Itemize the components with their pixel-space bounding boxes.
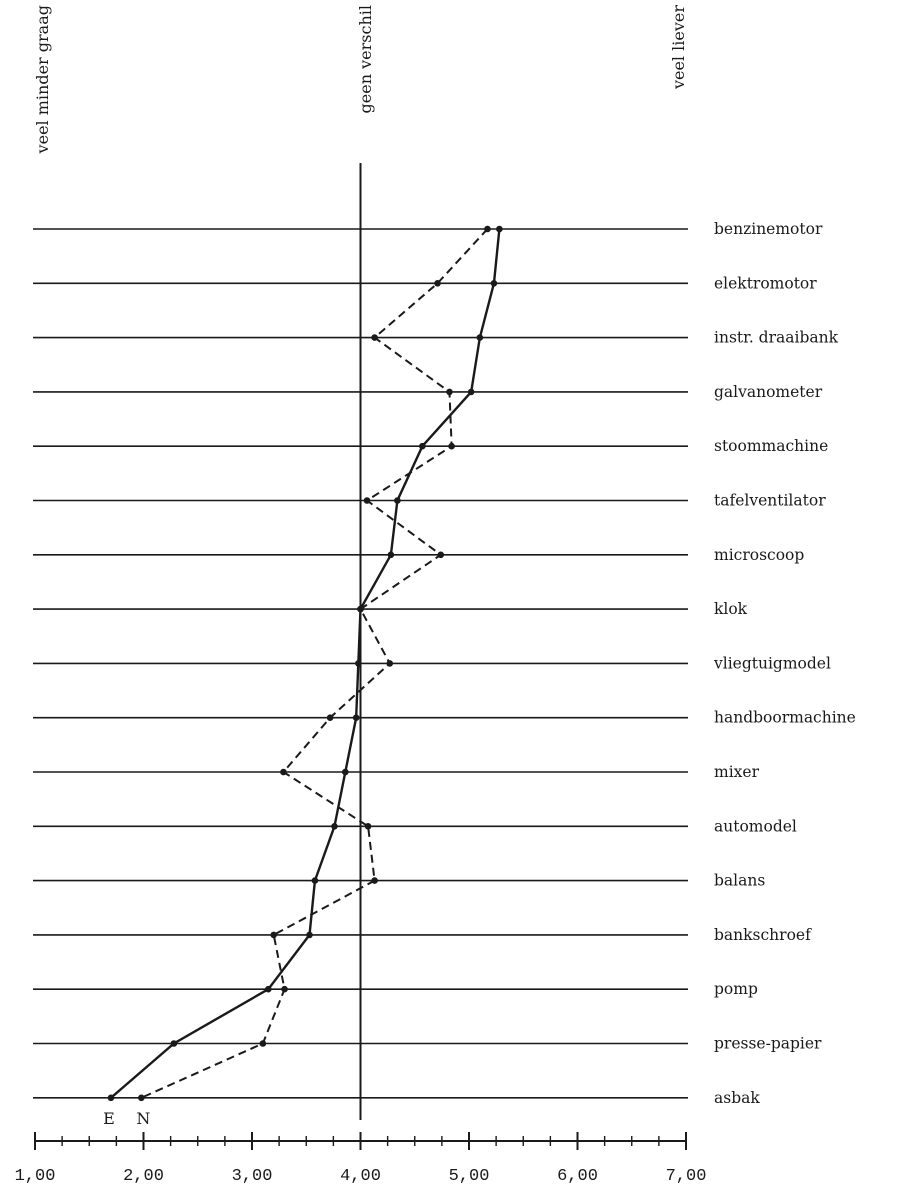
series-point-e <box>387 551 395 559</box>
series-point-e <box>311 877 319 884</box>
category-label: automodel <box>714 817 797 835</box>
category-label: mixer <box>714 763 760 781</box>
series-point-e <box>419 442 426 450</box>
category-label: stoommachine <box>714 437 828 455</box>
category-label: microscoop <box>714 546 804 564</box>
category-label: balans <box>714 872 765 890</box>
series-point-e <box>490 280 498 287</box>
category-label: pomp <box>714 980 758 998</box>
category-label: presse-papier <box>714 1035 822 1053</box>
category-label: handboormachine <box>714 709 856 727</box>
series-point-n <box>326 714 334 721</box>
category-label: benzinemotor <box>714 220 823 238</box>
series-point-e <box>170 1040 178 1047</box>
series-point-n <box>386 660 394 667</box>
category-label: tafelventilator <box>714 492 826 510</box>
series-point-e <box>107 1094 115 1102</box>
top-label-right: veel liever <box>669 5 688 90</box>
x-tick-label: 1,00 <box>15 1167 56 1186</box>
x-tick-label: 6,00 <box>557 1167 598 1186</box>
series-point-n <box>484 225 491 233</box>
x-axis: 1,00 2,00 3,00 4,00 5,00 6,00 7,00 <box>15 1132 707 1186</box>
x-tick-label: 7,00 <box>666 1167 707 1186</box>
series-point-e <box>352 714 360 721</box>
series-point-n <box>281 985 288 993</box>
series-point-e <box>476 334 484 341</box>
series-point-e <box>394 497 401 504</box>
series-point-n <box>280 768 287 776</box>
series-point-e <box>264 985 272 993</box>
series-point-e <box>496 225 503 233</box>
category-label: klok <box>714 600 748 618</box>
series-point-e <box>342 768 349 776</box>
series-point-e <box>355 660 362 667</box>
series-point-n <box>138 1094 145 1102</box>
category-label: vliegtuigmodel <box>713 654 831 672</box>
series-point-n <box>448 442 455 450</box>
series-point-n <box>270 931 278 939</box>
category-label: asbak <box>714 1089 760 1107</box>
top-label-middle: geen verschil <box>356 5 375 113</box>
category-label: bankschroef <box>714 926 812 944</box>
series-point-n <box>357 605 364 613</box>
series-point-n <box>437 551 445 559</box>
category-label: elektromotor <box>714 274 817 292</box>
series-point-n <box>371 877 378 884</box>
category-label: instr. draaibank <box>714 329 839 347</box>
series-point-n <box>371 334 378 341</box>
category-label: galvanometer <box>714 383 823 401</box>
x-tick-label: 3,00 <box>232 1167 273 1186</box>
series-point-n <box>434 280 441 287</box>
series-point-n <box>363 497 371 504</box>
x-tick-label: 4,00 <box>340 1167 381 1186</box>
x-tick-label: 2,00 <box>123 1167 164 1186</box>
series-label-e: E <box>103 1109 115 1128</box>
series-point-n <box>259 1040 267 1047</box>
series-point-e <box>331 823 338 830</box>
series-point-n <box>446 388 453 396</box>
series-point-n <box>364 823 372 830</box>
series-point-e <box>306 931 313 939</box>
top-label-left: veel minder graag <box>33 5 52 154</box>
series-label-n: N <box>136 1109 150 1128</box>
series-point-e <box>467 388 475 396</box>
x-tick-label: 5,00 <box>449 1167 490 1186</box>
series-lines <box>107 225 503 1102</box>
category-rows: benzinemotor elektromotor instr. draaibank… <box>33 220 856 1107</box>
